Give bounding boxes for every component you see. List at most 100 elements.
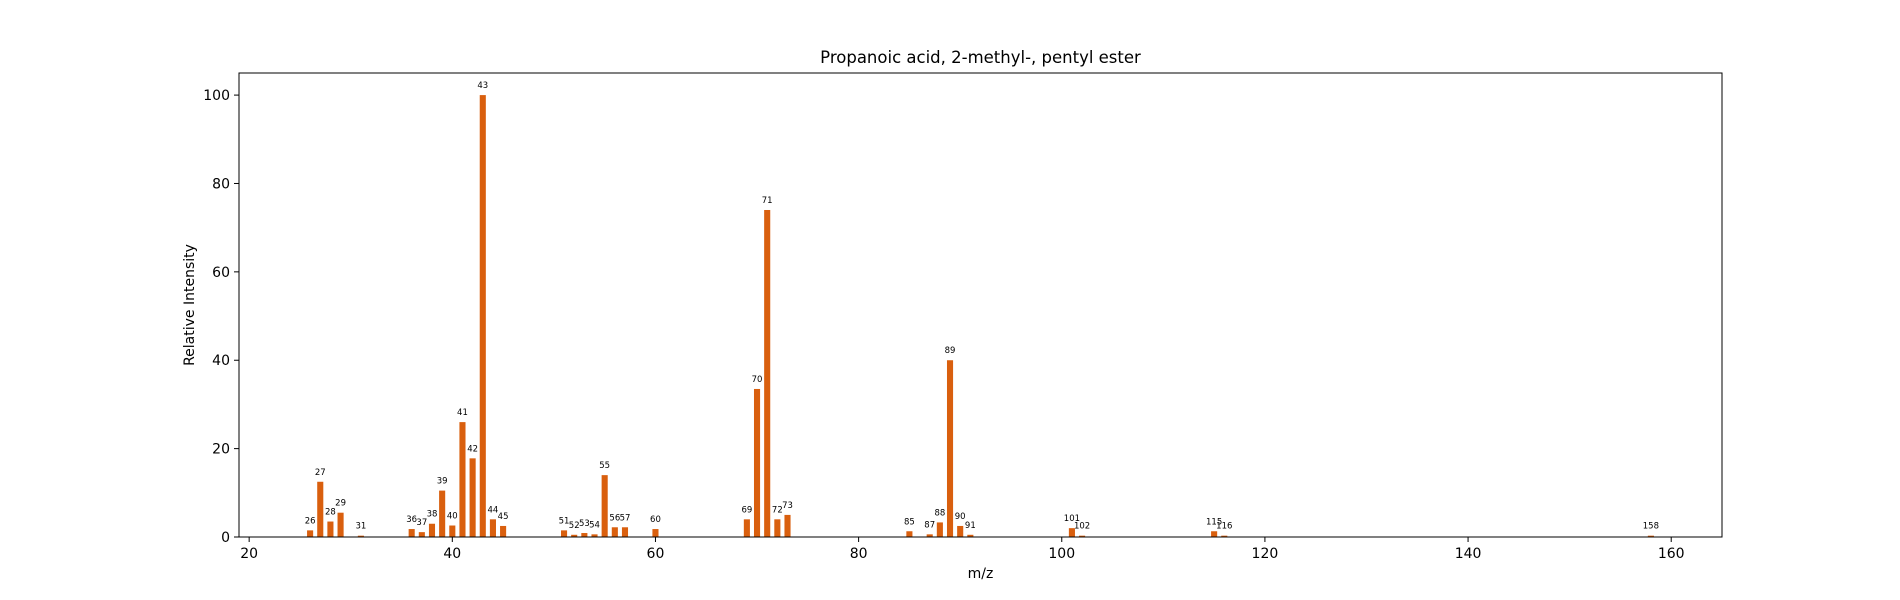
data-label-mz-87: 87 xyxy=(924,520,935,530)
x-tick-label: 60 xyxy=(647,546,665,562)
data-label-mz-90: 90 xyxy=(955,512,966,522)
y-tick-label: 20 xyxy=(212,442,230,458)
chart-title: Propanoic acid, 2-methyl-, pentyl ester xyxy=(820,48,1141,67)
data-label-mz-89: 89 xyxy=(945,346,956,356)
data-label-mz-41: 41 xyxy=(457,408,468,418)
data-label-mz-73: 73 xyxy=(782,501,793,511)
data-label-mz-57: 57 xyxy=(620,513,631,523)
bar-mz-45 xyxy=(500,525,507,537)
data-label-mz-28: 28 xyxy=(325,508,336,518)
data-label-mz-72: 72 xyxy=(772,505,783,515)
data-label-mz-60: 60 xyxy=(650,515,661,525)
bar-mz-57 xyxy=(621,527,629,537)
data-label-mz-102: 102 xyxy=(1074,522,1090,532)
bar-mz-31 xyxy=(357,535,364,537)
data-label-mz-101: 101 xyxy=(1064,514,1080,524)
data-label-mz-116: 116 xyxy=(1216,522,1232,532)
data-label-mz-31: 31 xyxy=(355,522,366,532)
data-label-mz-55: 55 xyxy=(599,461,610,471)
bar-mz-43 xyxy=(479,95,486,537)
data-label-mz-53: 53 xyxy=(579,519,590,529)
bar-mz-89 xyxy=(946,360,954,537)
x-axis: 20 40 60 80 100 120 140 160 xyxy=(240,537,1685,562)
bar-mz-116 xyxy=(1221,535,1228,537)
bar-mz-102 xyxy=(1079,535,1086,537)
bar-mz-72 xyxy=(774,519,781,537)
bar-mz-101 xyxy=(1068,528,1075,537)
bar-mz-26 xyxy=(307,530,314,537)
bar-mz-73 xyxy=(784,514,791,537)
bar-mz-71 xyxy=(764,209,771,537)
x-tick-label: 160 xyxy=(1658,546,1685,562)
x-tick-label: 20 xyxy=(240,546,258,562)
bar-mz-54 xyxy=(591,534,598,537)
x-tick-label: 100 xyxy=(1048,546,1075,562)
bar-mz-56 xyxy=(611,527,618,537)
plot-frame xyxy=(238,72,1723,538)
data-label-mz-56: 56 xyxy=(609,513,620,523)
data-label-mz-88: 88 xyxy=(934,508,945,518)
bar-mz-37 xyxy=(418,532,425,537)
data-label-mz-54: 54 xyxy=(589,520,600,530)
bar-mz-70 xyxy=(753,388,761,537)
bar-mz-55 xyxy=(601,475,608,537)
data-label-mz-158: 158 xyxy=(1643,522,1659,532)
bar-mz-38 xyxy=(428,523,436,537)
y-tick-label: 60 xyxy=(212,265,230,281)
x-axis-label: m/z xyxy=(968,566,994,582)
x-tick-label: 140 xyxy=(1455,546,1482,562)
bar-mz-36 xyxy=(408,529,415,537)
bars-layer xyxy=(307,95,1654,537)
x-tick-label: 80 xyxy=(850,546,868,562)
y-tick-label: 100 xyxy=(203,88,230,104)
data-label-mz-36: 36 xyxy=(406,515,417,525)
bar-mz-44 xyxy=(489,519,496,537)
data-label-mz-37: 37 xyxy=(416,518,427,528)
data-label-mz-71: 71 xyxy=(762,196,773,206)
bar-mz-88 xyxy=(936,522,943,537)
data-label-mz-51: 51 xyxy=(559,516,570,526)
data-label-mz-115: 115 xyxy=(1206,517,1222,527)
data-label-mz-29: 29 xyxy=(335,499,346,509)
bar-mz-85 xyxy=(906,531,913,537)
bar-mz-42 xyxy=(469,458,476,537)
x-tick-label: 40 xyxy=(443,546,461,562)
data-label-mz-70: 70 xyxy=(752,375,763,385)
bar-mz-52 xyxy=(571,534,578,537)
data-label-mz-43: 43 xyxy=(477,81,488,91)
y-tick-label: 0 xyxy=(221,530,230,546)
y-tick-label: 40 xyxy=(212,353,230,369)
data-label-mz-40: 40 xyxy=(447,512,458,522)
bar-mz-41 xyxy=(459,422,466,537)
data-label-mz-44: 44 xyxy=(488,505,499,515)
y-tick-label: 80 xyxy=(212,176,230,192)
bar-mz-29 xyxy=(337,512,344,537)
bar-mz-40 xyxy=(449,525,456,537)
data-label-mz-69: 69 xyxy=(741,505,752,515)
bar-mz-27 xyxy=(317,481,324,537)
data-label-mz-27: 27 xyxy=(315,468,326,478)
data-label-mz-45: 45 xyxy=(498,512,509,522)
data-label-mz-52: 52 xyxy=(569,521,580,531)
data-label-mz-26: 26 xyxy=(305,516,316,526)
bar-mz-51 xyxy=(560,530,568,537)
bar-mz-115 xyxy=(1211,531,1218,537)
y-axis: 0 20 40 60 80 100 xyxy=(203,88,239,546)
bar-mz-158 xyxy=(1647,535,1654,537)
bar-mz-53 xyxy=(581,533,588,537)
data-label-mz-39: 39 xyxy=(437,477,448,487)
bar-mz-60 xyxy=(652,529,659,537)
bar-mz-28 xyxy=(327,521,334,537)
data-label-mz-42: 42 xyxy=(467,444,478,454)
data-label-mz-85: 85 xyxy=(904,517,915,527)
bar-mz-90 xyxy=(957,525,964,537)
bar-mz-69 xyxy=(743,519,750,537)
x-tick-label: 120 xyxy=(1252,546,1279,562)
y-axis-label: Relative Intensity xyxy=(182,244,198,366)
bar-mz-87 xyxy=(926,534,933,537)
data-label-mz-91: 91 xyxy=(965,521,976,531)
bar-mz-91 xyxy=(967,534,974,537)
data-label-mz-38: 38 xyxy=(427,510,438,520)
